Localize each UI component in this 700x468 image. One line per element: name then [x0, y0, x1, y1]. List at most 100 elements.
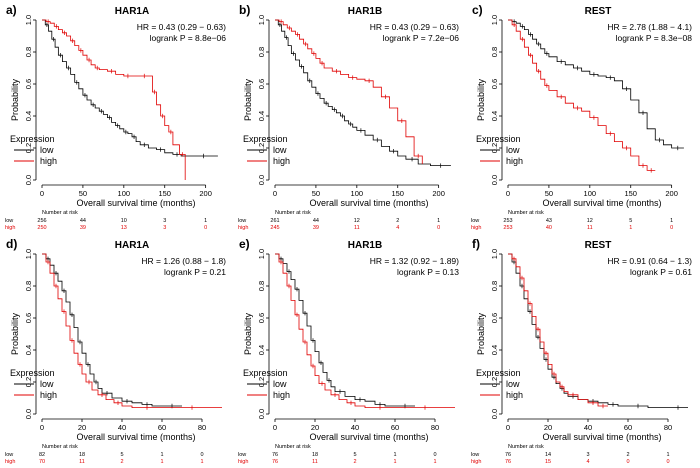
- legend-title: Expression: [243, 134, 288, 144]
- panel-label: e): [239, 237, 250, 251]
- y-tick-label: 0.6: [490, 313, 499, 323]
- km-curve-high: [275, 19, 423, 164]
- risk-count: 70: [39, 459, 45, 465]
- chart-title: REST: [585, 240, 612, 251]
- number-at-risk-label: Number at risk: [508, 210, 544, 216]
- x-axis-label: Overall survival time (months): [309, 432, 428, 442]
- chart-title: HAR1A: [115, 6, 149, 17]
- y-tick-label: 1.0: [490, 15, 499, 25]
- x-tick-label: 60: [391, 423, 399, 432]
- risk-count: 1: [433, 459, 436, 465]
- risk-count: 2: [626, 452, 629, 458]
- risk-row-label-low: low: [238, 218, 246, 224]
- y-tick-label: 1.0: [257, 15, 266, 25]
- y-tick-label: 0.4: [257, 111, 266, 121]
- legend-title: Expression: [243, 368, 288, 378]
- risk-count: 0: [204, 225, 207, 231]
- risk-row-label-high: high: [5, 459, 15, 465]
- km-curve-high: [275, 253, 455, 408]
- risk-count: 76: [272, 452, 278, 458]
- x-tick-label: 40: [351, 423, 359, 432]
- risk-count: 12: [587, 218, 593, 224]
- risk-row-label-low: low: [471, 452, 479, 458]
- y-tick-label: 1.0: [490, 249, 499, 259]
- legend-label-low: low: [40, 379, 54, 389]
- x-tick-label: 200: [665, 189, 678, 198]
- logrank-p-text: logrank P = 0.21: [164, 267, 226, 277]
- risk-count: 11: [354, 225, 360, 231]
- x-tick-label: 0: [40, 189, 44, 198]
- km-curve-low: [275, 253, 415, 407]
- risk-count: 14: [545, 452, 551, 458]
- km-curve-low: [42, 19, 218, 157]
- panel-label: f): [472, 237, 480, 251]
- risk-count: 15: [545, 459, 551, 465]
- risk-count: 5: [629, 218, 632, 224]
- legend-label-low: low: [506, 379, 520, 389]
- hr-text: HR = 0.91 (0.64 − 1.3): [607, 256, 692, 266]
- y-tick-label: 0.0: [24, 175, 33, 185]
- y-tick-label: 1.0: [24, 249, 33, 259]
- legend-title: Expression: [10, 368, 55, 378]
- risk-count: 3: [163, 218, 166, 224]
- y-tick-label: 1.0: [24, 15, 33, 25]
- legend-label-low: low: [273, 379, 287, 389]
- risk-row-label-high: high: [471, 459, 481, 465]
- legend-label-high: high: [40, 390, 57, 400]
- y-tick-label: 1.0: [257, 249, 266, 259]
- risk-count: 2: [353, 459, 356, 465]
- x-tick-label: 60: [158, 423, 166, 432]
- legend-label-low: low: [40, 145, 54, 155]
- risk-row-label-high: high: [238, 459, 248, 465]
- legend-label-high: high: [273, 390, 290, 400]
- x-tick-label: 200: [432, 189, 445, 198]
- risk-count: 3: [163, 225, 166, 231]
- y-tick-label: 0.2: [24, 143, 33, 153]
- risk-count: 40: [546, 225, 552, 231]
- legend-label-low: low: [506, 145, 520, 155]
- hr-text: HR = 2.78 (1.88 − 4.1): [607, 22, 692, 32]
- x-tick-label: 20: [311, 423, 319, 432]
- risk-count: 0: [670, 225, 673, 231]
- x-axis-label: Overall survival time (months): [542, 432, 661, 442]
- y-axis-label: Probability: [10, 312, 20, 355]
- risk-row-label-low: low: [5, 218, 13, 224]
- hr-text: HR = 0.43 (0.29 − 0.63): [137, 22, 226, 32]
- risk-count: 11: [587, 225, 593, 231]
- x-axis-label: Overall survival time (months): [309, 198, 428, 208]
- y-tick-label: 0.2: [24, 377, 33, 387]
- risk-count: 76: [505, 452, 511, 458]
- number-at-risk-label: Number at risk: [275, 210, 311, 216]
- risk-count: 1: [200, 459, 203, 465]
- risk-count: 5: [120, 452, 123, 458]
- y-axis-label: Probability: [243, 78, 253, 121]
- y-tick-label: 0.2: [257, 377, 266, 387]
- x-tick-label: 50: [79, 189, 87, 198]
- risk-row-label-high: high: [238, 225, 248, 231]
- risk-count: 18: [312, 452, 318, 458]
- risk-count: 39: [313, 225, 319, 231]
- legend-label-high: high: [273, 156, 290, 166]
- risk-count: 13: [121, 225, 127, 231]
- risk-count: 11: [312, 459, 318, 465]
- x-tick-label: 0: [506, 423, 510, 432]
- y-tick-label: 0.0: [257, 175, 266, 185]
- y-tick-label: 0.6: [24, 313, 33, 323]
- y-tick-label: 0.8: [24, 47, 33, 57]
- panel-label: c): [472, 3, 483, 17]
- y-tick-label: 0.2: [490, 377, 499, 387]
- chart-title: HAR1B: [348, 6, 382, 17]
- risk-count: 1: [670, 218, 673, 224]
- legend-title: Expression: [10, 134, 55, 144]
- risk-count: 1: [666, 452, 669, 458]
- legend-label-low: low: [273, 145, 287, 155]
- y-tick-label: 0.8: [257, 47, 266, 57]
- risk-count: 0: [666, 459, 669, 465]
- risk-count: 253: [503, 225, 512, 231]
- x-tick-label: 20: [78, 423, 86, 432]
- risk-count: 253: [503, 218, 512, 224]
